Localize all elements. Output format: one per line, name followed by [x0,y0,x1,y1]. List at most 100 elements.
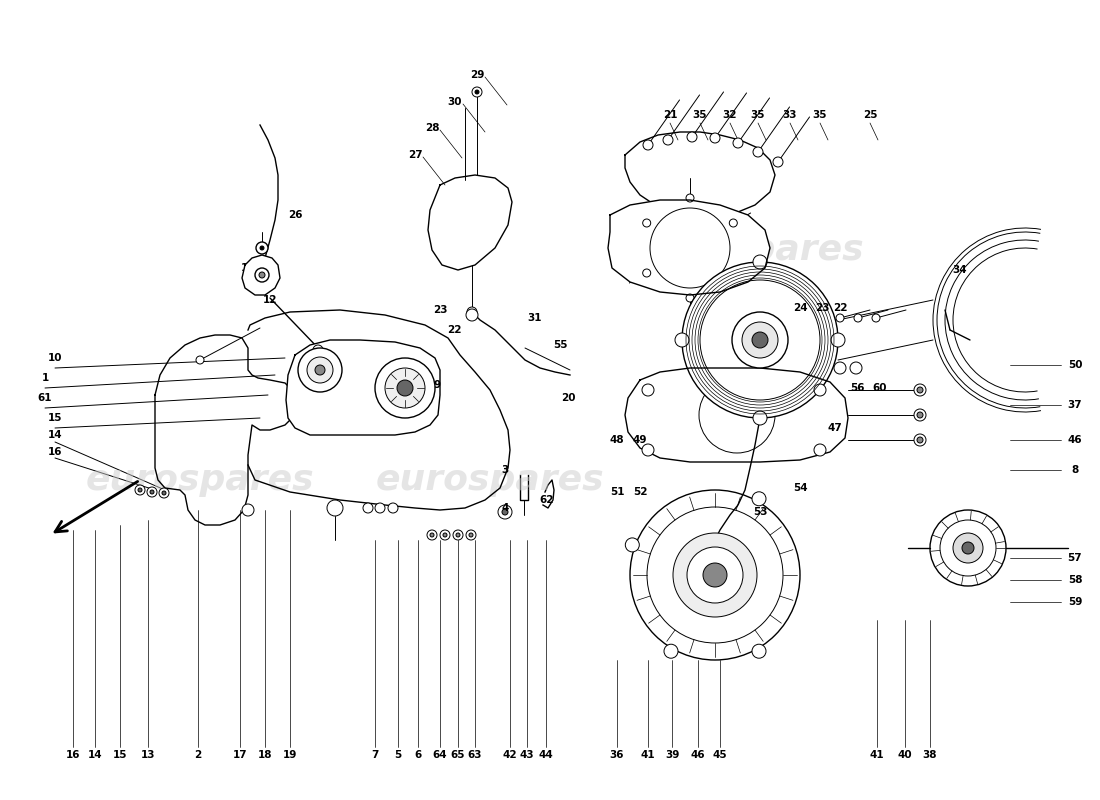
Circle shape [314,345,323,355]
Text: 65: 65 [451,750,465,760]
Circle shape [834,362,846,374]
Circle shape [664,644,678,658]
Circle shape [729,219,737,227]
Circle shape [688,132,697,142]
Circle shape [686,294,694,302]
Circle shape [650,208,730,288]
Circle shape [930,510,1007,586]
Circle shape [850,362,862,374]
Text: 53: 53 [752,507,768,517]
Text: 64: 64 [432,750,448,760]
Circle shape [397,380,412,396]
Text: 25: 25 [862,110,878,120]
Circle shape [814,384,826,396]
Text: 16: 16 [66,750,80,760]
Text: 39: 39 [664,750,679,760]
Circle shape [298,348,342,392]
Circle shape [430,533,434,537]
Circle shape [663,135,673,145]
Text: 8: 8 [1071,465,1079,475]
Polygon shape [625,132,776,215]
Text: 7: 7 [372,750,378,760]
Text: 51: 51 [609,487,625,497]
Text: 14: 14 [47,430,63,440]
Circle shape [498,505,512,519]
Circle shape [443,533,447,537]
Circle shape [363,503,373,513]
Text: 57: 57 [1068,553,1082,563]
Text: 16: 16 [47,447,63,457]
Circle shape [466,530,476,540]
Text: 38: 38 [923,750,937,760]
Text: 35: 35 [693,110,707,120]
Polygon shape [608,200,770,295]
Circle shape [150,490,154,494]
Circle shape [502,509,508,515]
Circle shape [642,384,654,396]
Circle shape [698,377,776,453]
Circle shape [836,314,844,322]
Circle shape [917,387,923,393]
Circle shape [914,434,926,446]
Circle shape [642,219,651,227]
Text: 27: 27 [408,150,422,160]
Circle shape [732,312,788,368]
Text: 21: 21 [662,110,678,120]
Circle shape [682,262,838,418]
Circle shape [440,530,450,540]
Circle shape [427,530,437,540]
Circle shape [872,314,880,322]
Circle shape [260,246,264,250]
Circle shape [754,147,763,157]
Text: 54: 54 [793,483,807,493]
Circle shape [160,488,169,498]
Circle shape [196,356,204,364]
Text: 15: 15 [112,750,128,760]
Text: 17: 17 [233,750,248,760]
Circle shape [324,351,332,359]
Text: 36: 36 [609,750,625,760]
Text: 6: 6 [415,750,421,760]
Text: 59: 59 [1068,597,1082,607]
Text: 14: 14 [88,750,102,760]
Polygon shape [428,175,512,270]
Circle shape [468,307,477,317]
Circle shape [630,490,800,660]
Circle shape [940,520,996,576]
Text: 46: 46 [691,750,705,760]
Circle shape [752,332,768,348]
Circle shape [456,533,460,537]
Text: 3: 3 [502,465,508,475]
Text: 58: 58 [1068,575,1082,585]
Text: 24: 24 [793,303,807,313]
Text: 44: 44 [539,750,553,760]
Circle shape [147,487,157,497]
Circle shape [742,322,778,358]
Text: 23: 23 [432,305,448,315]
Circle shape [138,488,142,492]
Circle shape [385,368,425,408]
Circle shape [953,533,983,563]
Circle shape [466,309,478,321]
Text: 47: 47 [827,423,843,433]
Text: 23: 23 [815,303,829,313]
Text: 62: 62 [540,495,554,505]
Circle shape [255,268,270,282]
Text: 63: 63 [468,750,482,760]
Polygon shape [286,340,440,435]
Circle shape [688,547,742,603]
Text: 40: 40 [898,750,912,760]
Circle shape [375,358,434,418]
Circle shape [315,365,324,375]
Text: 9: 9 [433,380,441,390]
Text: 31: 31 [528,313,542,323]
Circle shape [686,194,694,202]
Text: 56: 56 [849,383,865,393]
Circle shape [642,444,654,456]
Text: 32: 32 [723,110,737,120]
Circle shape [917,437,923,443]
Text: 50: 50 [1068,360,1082,370]
Polygon shape [242,255,280,295]
Circle shape [710,133,720,143]
Text: eurospares: eurospares [636,233,865,267]
